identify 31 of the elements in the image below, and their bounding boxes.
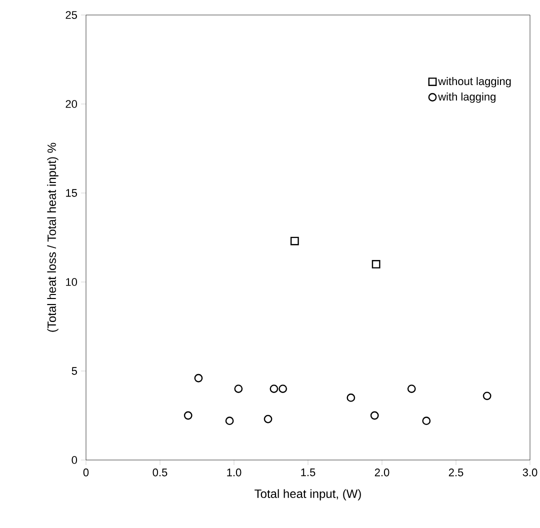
x-tick-label: 3.0 [522, 468, 538, 476]
point [290, 236, 299, 246]
point [234, 384, 243, 393]
point [278, 384, 288, 393]
y-tick-label: 0 [72, 456, 78, 464]
point [264, 414, 272, 424]
point [422, 416, 431, 426]
point [482, 392, 492, 400]
x-tick-label: 1.0 [227, 468, 242, 476]
y-axis-title: (Total heat loss / Total heat input) % [47, 142, 58, 332]
point [346, 394, 356, 402]
y-tick-label: 10 [66, 278, 78, 286]
point [370, 411, 379, 420]
x-tick-label: 0 [83, 468, 89, 476]
x-tick-label: 0.5 [152, 468, 168, 476]
point [372, 260, 380, 268]
y-tick-label: 25 [66, 11, 77, 19]
point [270, 384, 278, 393]
legend-label: with lagging [438, 92, 496, 103]
legend-label: without lagging [438, 77, 511, 88]
y-tick-label: 15 [66, 189, 77, 197]
y-tick-label: 20 [66, 100, 78, 108]
y-tick-label: 5 [72, 367, 77, 375]
point [194, 374, 203, 382]
x-tick-label: 2.5 [448, 468, 464, 476]
point [407, 384, 416, 393]
x-axis-title: Total heat input, (W) [254, 489, 361, 500]
x-tick-label: 2.0 [374, 468, 390, 476]
point [184, 411, 192, 420]
x-tick-label: 1.5 [301, 468, 316, 476]
point [225, 416, 234, 426]
